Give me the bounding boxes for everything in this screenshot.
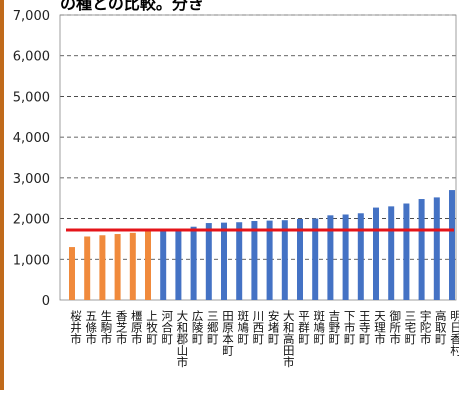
x-tick-label: 王寺町 [358,310,372,345]
y-tick-label: 0 [42,294,50,309]
x-tick-label: 宇陀市 [419,310,433,345]
x-tick-label: 河合町 [160,310,174,345]
bar [251,221,258,300]
bar [205,223,212,300]
x-tick-label: 吉野町 [327,310,341,345]
bar [373,207,379,300]
x-tick-label: 川西町 [251,310,265,345]
x-tick-label: 三宅町 [403,310,417,345]
bar [342,214,349,300]
x-tick-label: 天理市 [373,310,387,345]
y-tick-label: 6,000 [13,50,50,65]
x-tick-label: 桜井市 [69,309,83,345]
x-tick-label: 下市町 [343,310,357,345]
bar [99,235,106,300]
bar [114,234,121,300]
bar [69,247,75,300]
x-tick-label: 斑鳩町 [236,309,250,344]
bar [129,232,136,300]
y-tick-label: 7,000 [13,9,50,24]
bar [175,229,182,300]
bar [418,199,425,300]
y-tick-label: 2,000 [13,213,50,228]
bar [190,226,197,300]
bar-series [69,190,455,300]
x-tick-label: 広陵町 [191,310,205,345]
x-tick-label: 香芝市 [115,310,129,345]
x-tick-label: 安堵町 [267,309,281,344]
x-tick-label: 御所市 [388,309,402,345]
plot-frame [59,14,457,301]
bar [266,220,273,300]
bar [449,190,455,300]
x-tick-label: 明日香村 [449,310,459,356]
bar [357,213,364,300]
grid-lines [59,14,457,301]
bar [312,218,319,300]
bar [221,222,227,300]
x-tick-label: 生駒市 [99,309,113,345]
x-tick-label: 平群町 [297,310,311,345]
bar [160,230,167,300]
x-tick-label: 大和高田市 [282,309,296,368]
bar [281,220,288,300]
x-tick-label: 三郷町 [206,310,220,345]
bar [297,218,303,300]
chart-title-cropped: の種との比較。分き [60,0,204,12]
y-tick-label: 1,000 [13,253,50,268]
bar [145,230,151,300]
y-tick-label: 4,000 [13,131,50,146]
bar [388,206,395,300]
x-axis: 桜井市 五條市 生駒市 香芝市 橿原市 上牧町 河合町 大和郡山市 広陵町 三郷町 田原本町 斑鳩町川… [69,309,459,368]
x-tick-label: 斑鳩町 [312,309,326,344]
bar [84,236,91,300]
bar [403,203,410,300]
window-frame-edge [0,0,4,390]
x-tick-label: 橿原市 [130,310,144,345]
y-axis: 0 1,000 2,000 3,000 4,000 5,000 6,000 7,000 [13,9,50,309]
bar [327,215,334,300]
bar [433,197,440,300]
y-tick-label: 5,000 [13,90,50,105]
x-tick-label: 高取町 [434,309,448,344]
bar [236,222,243,300]
y-tick-label: 3,000 [13,172,50,187]
x-tick-label: 上牧町 [145,310,159,345]
x-tick-label: 田原本町 [221,310,235,356]
x-tick-label: 大和郡山市 [175,309,189,368]
x-tick-label: 五條市 [84,310,98,345]
